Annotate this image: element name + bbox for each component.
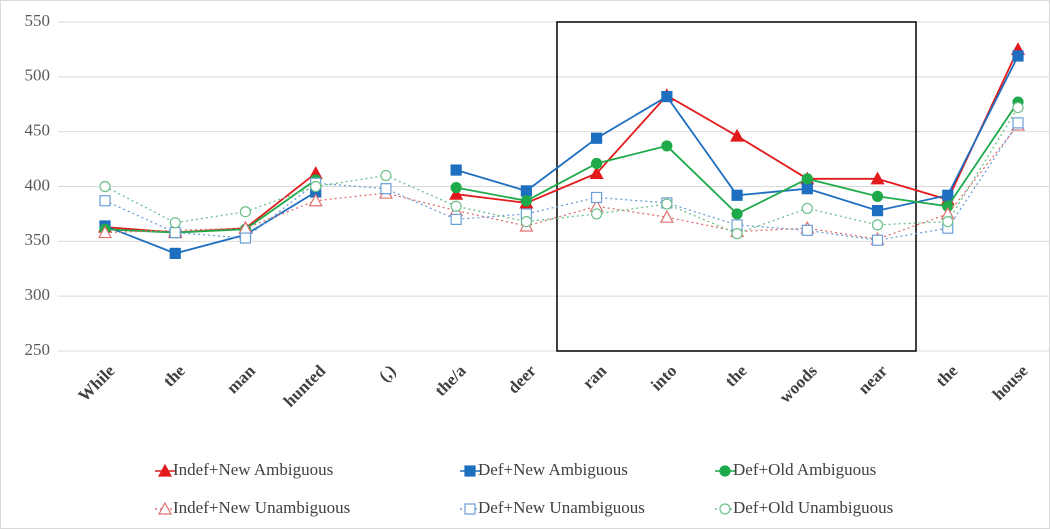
marker: [871, 190, 884, 202]
legend-item: Def+Old Ambiguous: [715, 460, 876, 479]
legend-marker: [719, 503, 731, 515]
marker: [1012, 117, 1024, 129]
marker: [1012, 50, 1024, 62]
marker: [871, 234, 884, 246]
marker: [661, 140, 673, 152]
legend-marker: [464, 503, 476, 515]
marker: [520, 195, 532, 207]
legend-item: Def+New Unambiguous: [460, 498, 645, 517]
y-tick-label: 350: [25, 230, 51, 249]
series: [99, 96, 1024, 239]
y-tick-label: 550: [25, 11, 51, 30]
marker: [169, 217, 181, 229]
marker: [661, 198, 673, 210]
marker: [591, 157, 603, 170]
marker: [731, 208, 743, 220]
legend-item: Indef+New Ambiguous: [155, 460, 333, 479]
marker: [97, 225, 113, 239]
y-tick-label: 250: [25, 340, 51, 359]
marker: [99, 180, 111, 193]
marker: [942, 215, 954, 228]
series: [99, 117, 1024, 246]
marker: [449, 186, 464, 200]
marker: [870, 171, 885, 185]
marker: [731, 189, 743, 201]
y-tick-label: 300: [25, 285, 51, 304]
marker: [591, 208, 603, 220]
marker: [310, 180, 322, 193]
legend-label: Def+Old Unambiguous: [733, 498, 893, 517]
marker: [450, 181, 462, 194]
marker: [591, 191, 603, 204]
series: [99, 101, 1024, 240]
marker: [942, 189, 954, 201]
marker: [99, 195, 111, 207]
marker: [659, 209, 674, 223]
marker: [1012, 101, 1024, 114]
legend-label: Indef+New Unambiguous: [173, 498, 350, 517]
marker: [801, 202, 813, 215]
marker: [380, 183, 392, 195]
legend-label: Indef+New Ambiguous: [173, 460, 333, 479]
marker: [380, 169, 392, 182]
legend-marker: [157, 501, 173, 515]
marker: [239, 232, 252, 244]
marker: [450, 164, 462, 176]
highlight-box: [556, 21, 917, 352]
marker: [801, 173, 813, 185]
marker: [871, 219, 884, 231]
marker: [801, 183, 813, 195]
legend-item: Def+Old Unambiguous: [715, 498, 893, 517]
marker: [169, 226, 181, 239]
marker: [450, 213, 462, 225]
legend-label: Def+New Unambiguous: [478, 498, 645, 517]
legend-item: Indef+New Unambiguous: [155, 498, 350, 517]
y-tick-label: 400: [25, 175, 51, 194]
marker: [871, 205, 884, 217]
y-tick-label: 450: [25, 121, 51, 140]
marker: [731, 228, 743, 240]
marker: [520, 215, 532, 228]
marker: [308, 193, 323, 207]
y-tick-label: 500: [25, 66, 51, 85]
marker: [801, 224, 813, 236]
marker: [591, 132, 603, 144]
legend-item: Def+New Ambiguous: [460, 460, 628, 479]
marker: [730, 128, 745, 142]
legend-label: Def+New Ambiguous: [478, 460, 628, 479]
marker: [169, 247, 181, 259]
marker: [450, 200, 462, 212]
series-line: [104, 124, 1019, 240]
marker: [589, 166, 604, 179]
marker: [520, 185, 532, 197]
legend-marker: [719, 465, 731, 477]
legend-label: Def+Old Ambiguous: [733, 460, 876, 479]
marker: [239, 206, 252, 218]
legend-marker: [157, 463, 173, 477]
series-line: [104, 122, 1019, 241]
legend-marker: [464, 465, 476, 477]
marker: [661, 90, 673, 103]
series-line: [104, 107, 1019, 235]
